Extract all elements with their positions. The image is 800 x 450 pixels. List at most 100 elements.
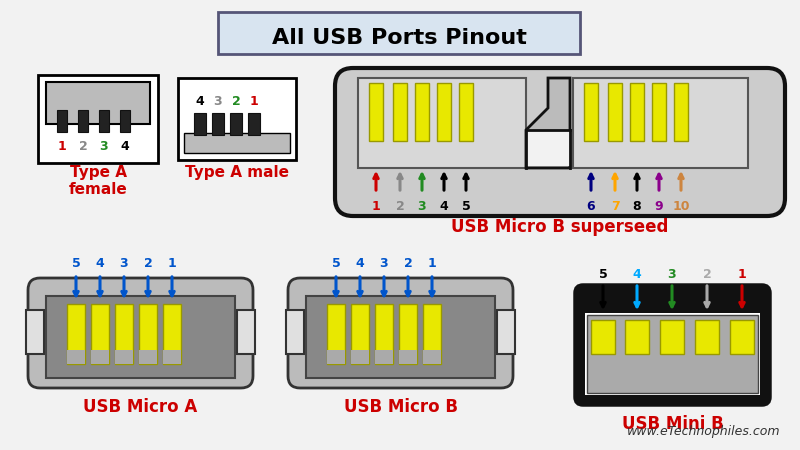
- Text: 1: 1: [428, 257, 436, 270]
- Text: 2: 2: [232, 95, 240, 108]
- Text: 3: 3: [418, 200, 426, 213]
- Bar: [399, 304, 417, 364]
- Bar: [139, 304, 157, 364]
- Text: 5: 5: [462, 200, 470, 213]
- Bar: [497, 310, 515, 354]
- Text: USB Mini B: USB Mini B: [622, 415, 723, 433]
- Text: 2: 2: [144, 257, 152, 270]
- Bar: [584, 83, 598, 141]
- Bar: [393, 83, 407, 141]
- Bar: [375, 304, 393, 364]
- Bar: [237, 310, 255, 354]
- Bar: [327, 304, 345, 364]
- Bar: [375, 350, 393, 364]
- Text: Type A
female: Type A female: [69, 165, 127, 198]
- Bar: [78, 110, 88, 132]
- Polygon shape: [526, 78, 570, 168]
- Bar: [286, 310, 304, 354]
- Bar: [38, 75, 158, 163]
- Bar: [163, 304, 181, 364]
- FancyBboxPatch shape: [28, 278, 253, 388]
- Text: 4: 4: [356, 257, 364, 270]
- Bar: [67, 350, 85, 364]
- Bar: [625, 320, 649, 354]
- Text: 10: 10: [672, 200, 690, 213]
- Text: 1: 1: [372, 200, 380, 213]
- Bar: [218, 12, 580, 54]
- Text: 9: 9: [654, 200, 663, 213]
- Bar: [423, 350, 441, 364]
- Bar: [415, 83, 429, 141]
- Bar: [674, 83, 688, 141]
- Bar: [730, 320, 754, 354]
- Bar: [120, 110, 130, 132]
- Text: 1: 1: [250, 95, 258, 108]
- Bar: [306, 296, 495, 378]
- Bar: [358, 78, 526, 168]
- Text: USB Micro A: USB Micro A: [83, 398, 198, 416]
- Bar: [652, 83, 666, 141]
- Bar: [695, 320, 719, 354]
- Text: 3: 3: [668, 268, 676, 281]
- Bar: [178, 78, 296, 160]
- FancyBboxPatch shape: [288, 278, 513, 388]
- Text: USB Micro B superseed: USB Micro B superseed: [451, 218, 669, 236]
- Bar: [369, 83, 383, 141]
- Text: 1: 1: [738, 268, 746, 281]
- Text: 2: 2: [396, 200, 404, 213]
- Bar: [630, 83, 644, 141]
- Bar: [526, 130, 570, 166]
- Text: 4: 4: [96, 257, 104, 270]
- Text: 4: 4: [633, 268, 642, 281]
- Text: 2: 2: [404, 257, 412, 270]
- FancyBboxPatch shape: [335, 68, 785, 216]
- Bar: [46, 82, 150, 124]
- Bar: [459, 83, 473, 141]
- Text: 4: 4: [121, 140, 130, 153]
- Text: 7: 7: [610, 200, 619, 213]
- Text: Type A male: Type A male: [185, 165, 289, 180]
- Text: 3: 3: [100, 140, 108, 153]
- Bar: [115, 304, 133, 364]
- Bar: [184, 133, 290, 153]
- Text: 2: 2: [702, 268, 711, 281]
- Bar: [115, 350, 133, 364]
- Bar: [399, 350, 417, 364]
- Bar: [437, 83, 451, 141]
- Text: 3: 3: [214, 95, 222, 108]
- Bar: [585, 313, 760, 395]
- Text: 1: 1: [168, 257, 176, 270]
- Bar: [608, 83, 622, 141]
- Text: 3: 3: [120, 257, 128, 270]
- Bar: [248, 113, 260, 135]
- Text: 4: 4: [440, 200, 448, 213]
- Bar: [351, 304, 369, 364]
- Bar: [230, 113, 242, 135]
- Text: www.eTechnophiles.com: www.eTechnophiles.com: [626, 425, 780, 438]
- Bar: [194, 113, 206, 135]
- Text: USB Micro B: USB Micro B: [343, 398, 458, 416]
- Bar: [99, 110, 109, 132]
- Bar: [91, 350, 109, 364]
- Bar: [46, 296, 235, 378]
- Bar: [351, 350, 369, 364]
- Bar: [327, 350, 345, 364]
- Bar: [163, 350, 181, 364]
- Bar: [91, 304, 109, 364]
- Text: 5: 5: [598, 268, 607, 281]
- Bar: [139, 350, 157, 364]
- Bar: [67, 304, 85, 364]
- Text: 8: 8: [633, 200, 642, 213]
- Bar: [423, 304, 441, 364]
- Bar: [591, 320, 615, 354]
- Text: 5: 5: [332, 257, 340, 270]
- FancyBboxPatch shape: [575, 285, 770, 405]
- Text: 5: 5: [72, 257, 80, 270]
- Bar: [212, 113, 224, 135]
- Bar: [660, 320, 684, 354]
- Text: All USB Ports Pinout: All USB Ports Pinout: [271, 28, 526, 48]
- Text: 1: 1: [58, 140, 66, 153]
- Bar: [587, 315, 758, 393]
- Text: 3: 3: [380, 257, 388, 270]
- Bar: [57, 110, 67, 132]
